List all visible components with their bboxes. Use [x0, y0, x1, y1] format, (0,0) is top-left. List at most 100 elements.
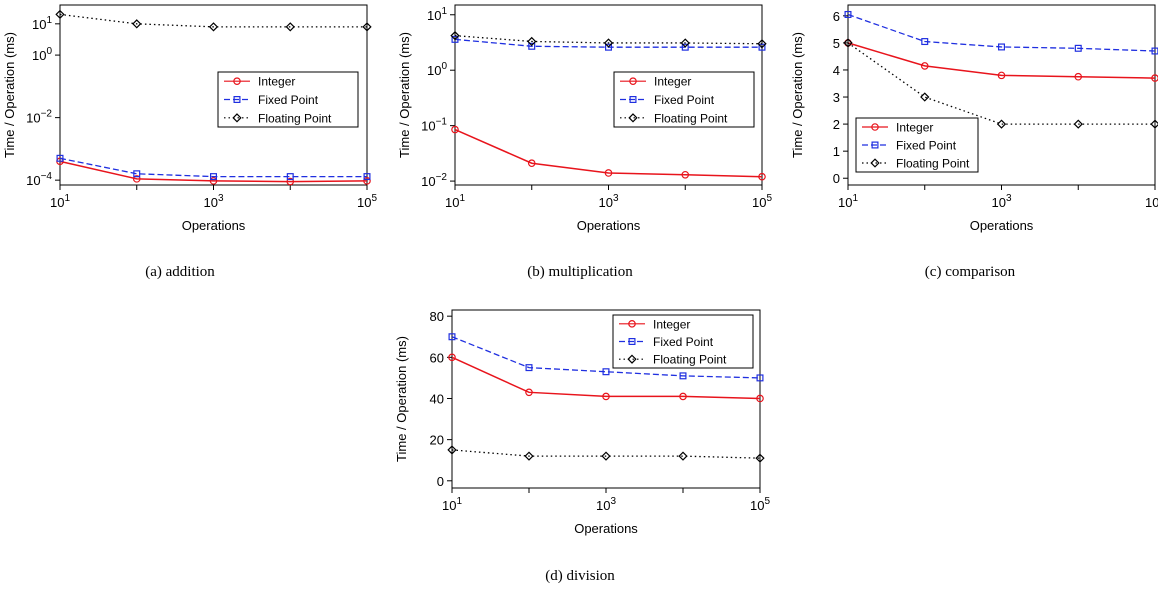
x-tick-label: 105 [357, 193, 377, 210]
x-tick-label: 105 [752, 193, 772, 210]
data-point [363, 173, 371, 181]
y-axis: 10−4 10−2 100 101 [26, 15, 60, 188]
y-tick-label: 2 [833, 117, 840, 132]
x-axis-label: Operations [182, 218, 246, 233]
data-point [604, 169, 613, 177]
x-axis: 101 103 105 [445, 185, 772, 210]
data-point [679, 372, 687, 380]
series-line [454, 128, 763, 178]
series-line [59, 160, 368, 183]
y-tick-label: 40 [430, 391, 444, 406]
series-integer [448, 353, 764, 403]
data-point [756, 394, 764, 403]
y-tick-label: 10−1 [421, 117, 447, 134]
y-tick-label: 0 [833, 171, 840, 186]
data-point [451, 125, 459, 134]
x-tick-label: 101 [442, 496, 462, 513]
series-integer [451, 125, 766, 181]
data-point [209, 177, 218, 185]
series-line [847, 42, 1155, 125]
data-point [132, 175, 141, 183]
x-axis-label: Operations [970, 218, 1034, 233]
data-point [133, 170, 141, 178]
figure-caption: (d) division [545, 568, 615, 584]
data-point [756, 374, 764, 382]
legend-label: Fixed Point [653, 335, 714, 349]
figure-caption: (c) comparison [925, 264, 1016, 280]
y-axis: 10−2 10−1 100 101 [421, 6, 455, 189]
series-floating-point [843, 38, 1158, 129]
x-axis-label: Operations [574, 521, 638, 536]
data-point [56, 154, 64, 162]
data-point [601, 451, 611, 461]
series-line [847, 13, 1156, 52]
legend-label: Floating Point [654, 111, 728, 125]
figure-caption: (a) addition [145, 264, 215, 280]
y-tick-label: 60 [430, 350, 444, 365]
legend-marker [871, 123, 879, 131]
x-tick-label: 101 [445, 193, 465, 210]
series-floating-point [447, 445, 765, 463]
legend-marker [628, 113, 638, 123]
data-point [757, 39, 767, 49]
legend: Integer Fixed Point Floating Point [612, 314, 754, 369]
series-line [59, 157, 367, 178]
series-line [451, 356, 761, 400]
series-integer [844, 39, 1158, 82]
legend-label: Integer [896, 121, 933, 135]
y-tick-label: 80 [430, 309, 444, 324]
y-tick-label: 1 [833, 144, 840, 159]
chart-panel-c: 101 103 105 0 1 2 3 4 5 6 Operations Time / Operati… [790, 4, 1158, 280]
data-point [604, 43, 612, 51]
data-point [681, 43, 689, 51]
data-point [450, 31, 460, 41]
legend-label: Fixed Point [896, 139, 957, 153]
y-tick-label: 10−4 [26, 171, 52, 188]
data-point [996, 119, 1007, 129]
x-tick-label: 103 [596, 496, 616, 513]
y-axis-label: Time / Operation (ms) [2, 32, 17, 158]
x-axis: 101 103 105 [838, 185, 1158, 210]
series-fixed-point [448, 333, 764, 382]
data-point [997, 71, 1006, 80]
legend-marker [629, 77, 637, 85]
data-point [528, 42, 536, 50]
data-point [680, 38, 690, 48]
data-point [208, 22, 219, 32]
data-point [1074, 44, 1082, 52]
data-point [844, 10, 852, 18]
y-tick-label: 100 [427, 61, 447, 78]
y-axis-label: Time / Operation (ms) [394, 336, 409, 462]
legend-marker [233, 95, 241, 103]
data-point [920, 62, 929, 70]
x-tick-label: 101 [50, 193, 70, 210]
y-tick-label: 100 [32, 46, 52, 63]
y-tick-label: 6 [833, 9, 840, 24]
x-tick-label: 101 [838, 193, 858, 210]
data-point [448, 353, 456, 362]
y-tick-label: 10−2 [421, 172, 447, 189]
y-tick-label: 3 [833, 90, 840, 105]
chart-panel-a: 101 103 105 10−4 10−2 100 101 Operations Time / … [2, 4, 377, 280]
legend-label: Integer [654, 75, 691, 89]
data-point [285, 22, 295, 32]
data-point [1151, 74, 1158, 82]
series-line [59, 13, 367, 28]
data-point [527, 159, 536, 168]
legend-marker [232, 113, 242, 123]
data-point [447, 445, 457, 455]
legend-label: Floating Point [258, 111, 332, 125]
data-point [1074, 72, 1083, 81]
series-floating-point [55, 9, 372, 32]
x-tick-label: 105 [1145, 193, 1158, 210]
data-point [55, 9, 65, 20]
data-point [920, 92, 930, 102]
data-point [603, 38, 614, 48]
series-fixed-point [844, 10, 1158, 55]
legend-label: Fixed Point [258, 93, 319, 107]
legend-marker [628, 338, 636, 346]
y-tick-label: 4 [833, 63, 840, 78]
legend-marker [629, 95, 637, 103]
y-axis-label: Time / Operation (ms) [790, 32, 805, 158]
